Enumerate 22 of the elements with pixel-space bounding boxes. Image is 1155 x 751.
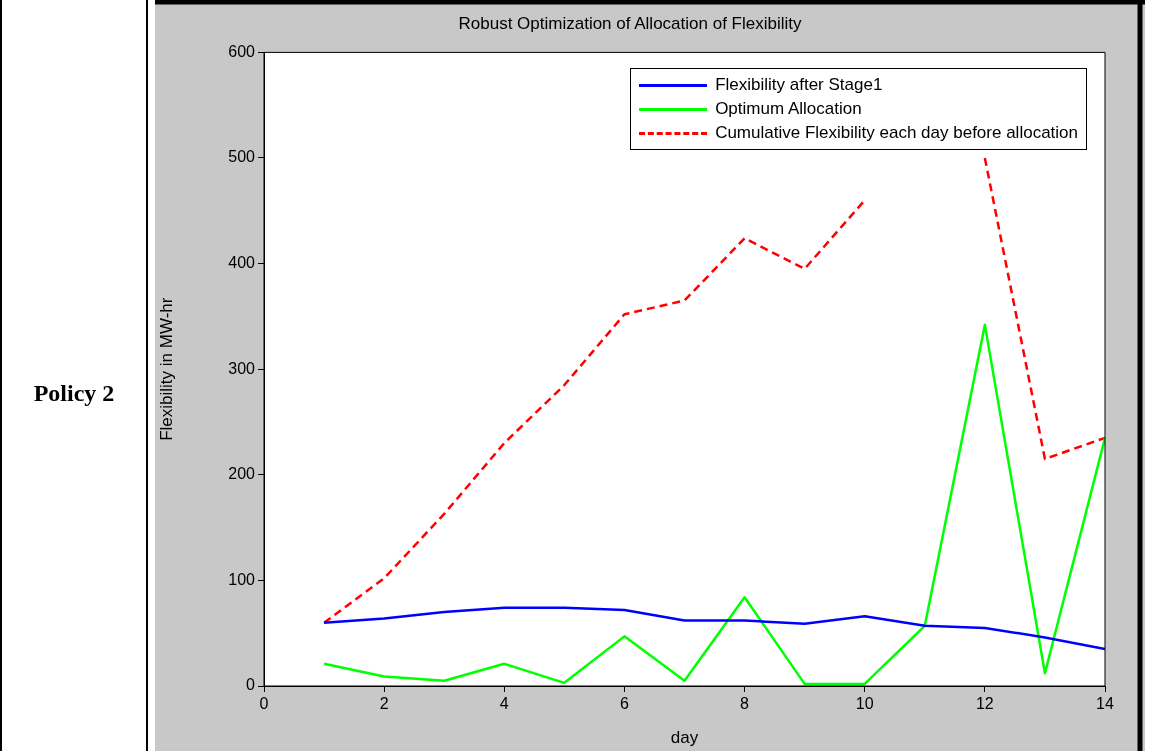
y-tick-label: 100: [228, 570, 256, 588]
y-tick-label: 0: [246, 676, 256, 694]
x-tick-label: 2: [379, 695, 389, 713]
y-tick-label: 500: [228, 148, 256, 166]
y-tick-label: 200: [228, 465, 256, 483]
x-tick-label: 6: [619, 695, 629, 713]
x-tick-label: 12: [975, 695, 994, 713]
y-tick-label: 400: [228, 254, 256, 272]
x-axis-title: day: [670, 728, 699, 748]
text: Policy 2: [32, 380, 116, 407]
x-tick-label: 4: [499, 695, 509, 713]
legend-label: Cumulative Flexibility each day before allocation: [714, 122, 1078, 144]
x-tick-label: 14: [1096, 695, 1114, 713]
y-tick-label: 600: [228, 42, 256, 60]
chart-title: Robust Optimization of Allocation of Flexibility: [458, 13, 802, 33]
y-tick-label: 300: [228, 359, 256, 377]
x-tick-label: 8: [740, 695, 750, 713]
legend-label: Optimum Allocation: [714, 98, 863, 120]
x-tick-label: 0: [259, 695, 269, 713]
y-axis-title: Flexibility in MW-hr: [156, 297, 176, 441]
x-tick-label: 10: [855, 695, 874, 713]
legend-label: Flexibility after Stage1: [714, 74, 884, 96]
